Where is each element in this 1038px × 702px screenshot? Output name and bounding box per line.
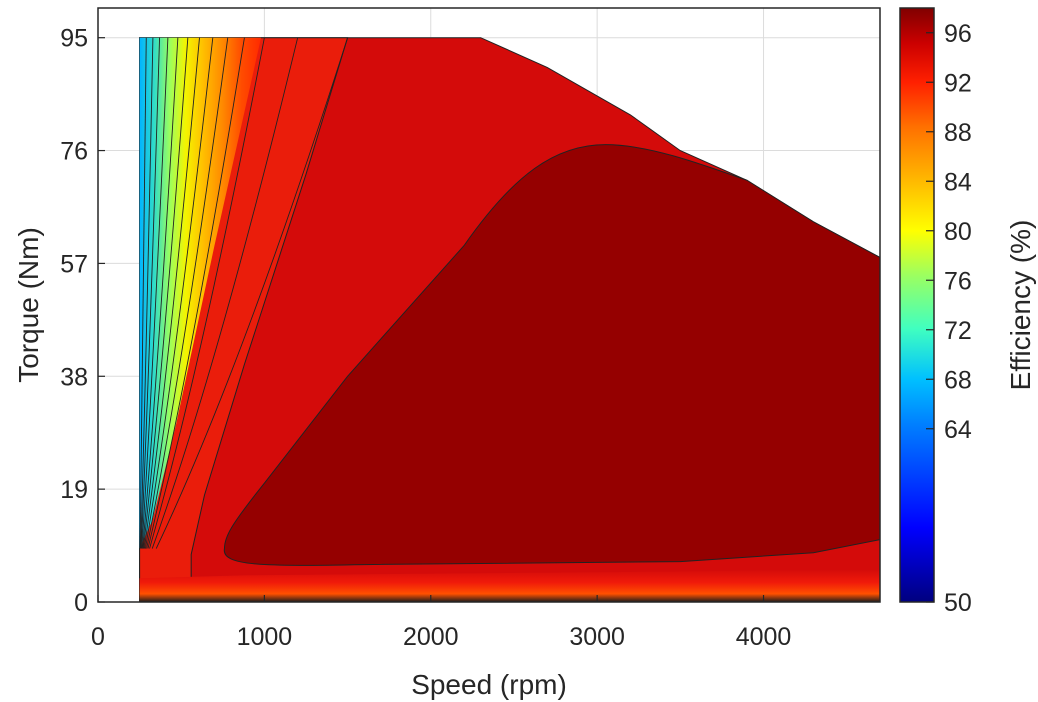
contour-line — [139, 37, 147, 549]
contour-line — [140, 37, 154, 549]
colorbar — [899, 7, 935, 603]
contour-line — [147, 37, 245, 549]
colorbar-tick-label: 50 — [944, 589, 972, 617]
contour-line — [151, 37, 299, 549]
y-tick-label: 38 — [60, 363, 88, 391]
contour-line — [142, 37, 179, 549]
x-axis-label: Speed (rpm) — [411, 669, 567, 700]
contour-line — [146, 37, 229, 549]
contour-line — [155, 37, 349, 549]
contour-line — [145, 37, 214, 549]
y-tick-label: 19 — [60, 476, 88, 504]
y-tick-label: 57 — [60, 250, 88, 278]
colorbar-ticks: 50 64 68 72 76 80 84 88 92 96 — [926, 20, 972, 617]
contour-line — [141, 37, 169, 549]
x-tick-label: 2000 — [403, 623, 459, 651]
colorbar-tick-label: 64 — [944, 416, 972, 444]
colorbar-tick-label: 84 — [944, 168, 972, 196]
contour-line — [143, 37, 189, 549]
axes-box — [97, 7, 881, 603]
colorbar-tick-label: 76 — [944, 267, 972, 295]
x-tick-label: 3000 — [569, 623, 625, 651]
colorbar-tick-label: 96 — [944, 20, 972, 48]
colorbar-tick-label: 92 — [944, 69, 972, 97]
contour-line — [140, 37, 161, 549]
efficiency-region-low-torque — [139, 569, 880, 602]
x-tick-label: 0 — [91, 623, 105, 651]
colorbar-tick-label: 80 — [944, 218, 972, 246]
y-axis-ticks: 0 19 38 57 76 95 — [60, 25, 105, 617]
colorbar-label: Efficiency (%) — [1005, 220, 1036, 391]
x-tick-label: 4000 — [736, 623, 792, 651]
efficiency-region-96 — [223, 144, 880, 566]
contour-line — [143, 37, 200, 549]
y-tick-label: 95 — [60, 25, 88, 53]
x-axis-ticks: 0 1000 2000 3000 4000 — [91, 595, 791, 651]
x-tick-label: 1000 — [237, 623, 293, 651]
y-tick-label: 76 — [60, 138, 88, 166]
low-speed-contour-lines — [139, 37, 349, 549]
y-tick-label: 0 — [74, 589, 88, 617]
y-axis-label: Torque (Nm) — [13, 227, 44, 383]
contour-line — [149, 37, 265, 549]
colorbar-tick-label: 72 — [944, 317, 972, 345]
colorbar-tick-label: 68 — [944, 366, 972, 394]
colorbar-tick-label: 88 — [944, 119, 972, 147]
